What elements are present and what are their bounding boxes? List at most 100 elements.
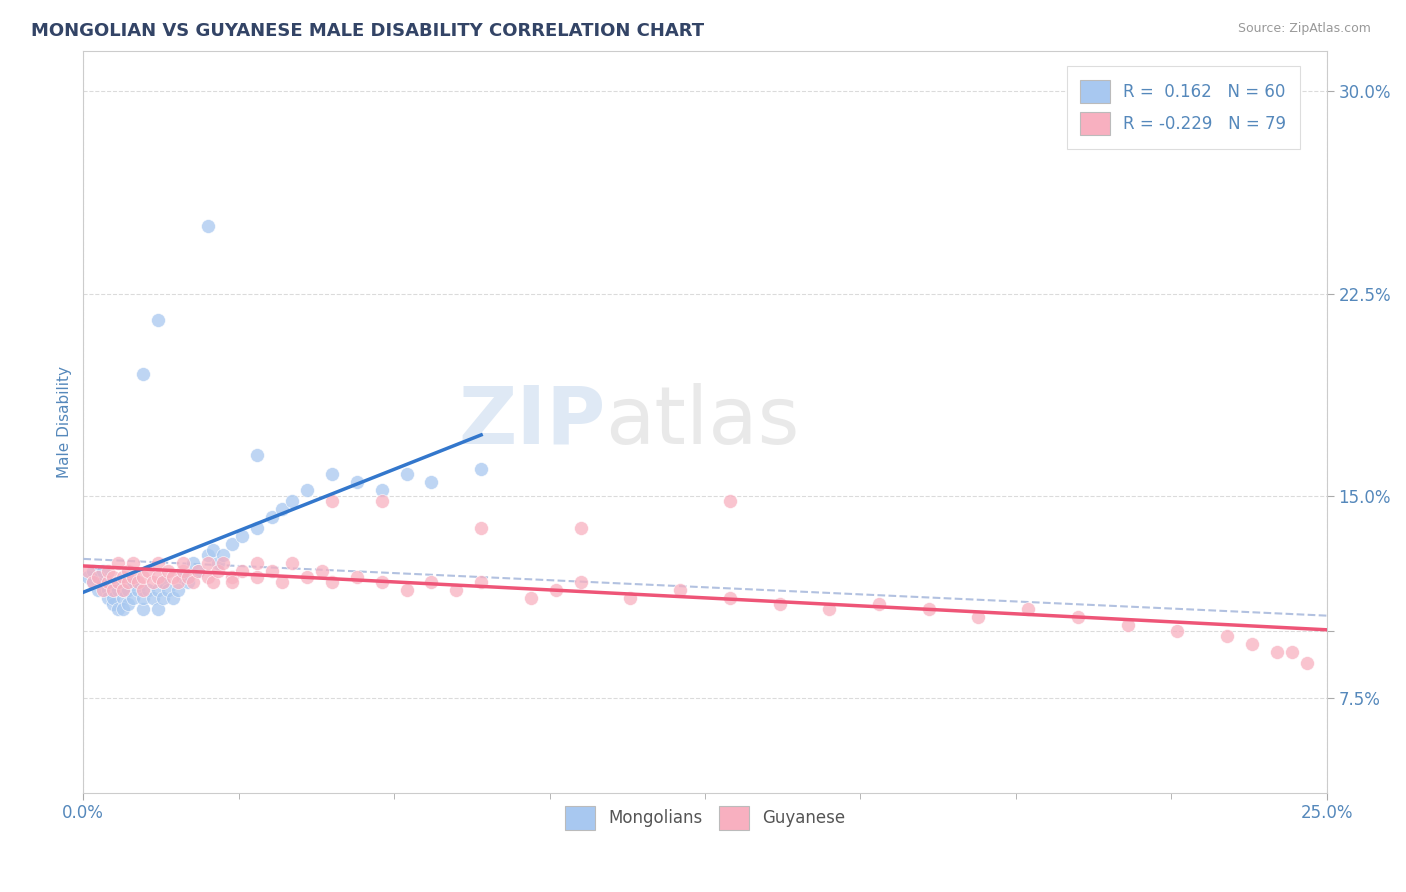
Point — [87, 570, 110, 584]
Point — [101, 583, 124, 598]
Point — [152, 575, 174, 590]
Point — [271, 502, 294, 516]
Point — [1116, 618, 1139, 632]
Point — [146, 583, 169, 598]
Point — [211, 548, 233, 562]
Point — [231, 529, 253, 543]
Point — [246, 449, 269, 463]
Point — [544, 583, 567, 598]
Point — [1240, 637, 1263, 651]
Point — [152, 591, 174, 606]
Y-axis label: Male Disability: Male Disability — [58, 366, 72, 478]
Point — [87, 583, 110, 598]
Point — [82, 575, 104, 590]
Point — [187, 565, 209, 579]
Point — [142, 575, 165, 590]
Point — [122, 570, 145, 584]
Point — [122, 557, 145, 571]
Point — [82, 565, 104, 579]
Point — [132, 570, 155, 584]
Point — [132, 591, 155, 606]
Point — [132, 602, 155, 616]
Point — [122, 575, 145, 590]
Legend: Mongolians, Guyanese: Mongolians, Guyanese — [558, 799, 852, 837]
Point — [321, 575, 343, 590]
Point — [246, 570, 269, 584]
Point — [1067, 610, 1090, 624]
Point — [211, 557, 233, 571]
Point — [136, 565, 159, 579]
Point — [868, 597, 890, 611]
Point — [197, 557, 219, 571]
Point — [162, 591, 184, 606]
Point — [107, 602, 129, 616]
Point — [201, 542, 224, 557]
Point — [127, 575, 149, 590]
Point — [718, 494, 741, 508]
Point — [101, 570, 124, 584]
Point — [967, 610, 990, 624]
Point — [101, 597, 124, 611]
Point — [446, 583, 468, 598]
Point — [152, 575, 174, 590]
Point — [117, 565, 139, 579]
Point — [107, 557, 129, 571]
Point — [420, 475, 443, 490]
Point — [246, 557, 269, 571]
Point — [107, 583, 129, 598]
Point — [146, 557, 169, 571]
Point — [207, 557, 229, 571]
Point — [132, 583, 155, 598]
Text: ZIP: ZIP — [458, 383, 606, 460]
Point — [172, 570, 194, 584]
Point — [146, 602, 169, 616]
Point — [346, 570, 368, 584]
Point — [156, 565, 179, 579]
Point — [201, 575, 224, 590]
Point — [370, 483, 392, 498]
Point — [166, 583, 188, 598]
Point — [112, 602, 135, 616]
Point — [718, 591, 741, 606]
Point — [768, 597, 790, 611]
Point — [166, 575, 188, 590]
Point — [231, 565, 253, 579]
Point — [172, 557, 194, 571]
Point — [142, 591, 165, 606]
Point — [177, 575, 200, 590]
Point — [117, 575, 139, 590]
Point — [97, 565, 120, 579]
Point — [112, 591, 135, 606]
Point — [127, 583, 149, 598]
Point — [97, 575, 120, 590]
Point — [311, 565, 333, 579]
Point — [112, 583, 135, 598]
Point — [177, 570, 200, 584]
Point — [77, 565, 100, 579]
Point — [97, 583, 120, 598]
Point — [172, 565, 194, 579]
Point — [197, 548, 219, 562]
Point — [117, 583, 139, 598]
Text: atlas: atlas — [606, 383, 800, 460]
Point — [117, 597, 139, 611]
Point — [112, 583, 135, 598]
Point — [1281, 645, 1303, 659]
Point — [271, 575, 294, 590]
Point — [321, 494, 343, 508]
Point — [295, 483, 318, 498]
Point — [520, 591, 543, 606]
Point — [156, 583, 179, 598]
Point — [569, 521, 592, 535]
Point — [1265, 645, 1288, 659]
Point — [262, 510, 284, 524]
Point — [321, 467, 343, 482]
Point — [281, 557, 304, 571]
Point — [395, 467, 418, 482]
Point — [97, 591, 120, 606]
Point — [91, 583, 114, 598]
Point — [101, 583, 124, 598]
Point — [1295, 656, 1317, 670]
Point — [470, 575, 492, 590]
Point — [107, 575, 129, 590]
